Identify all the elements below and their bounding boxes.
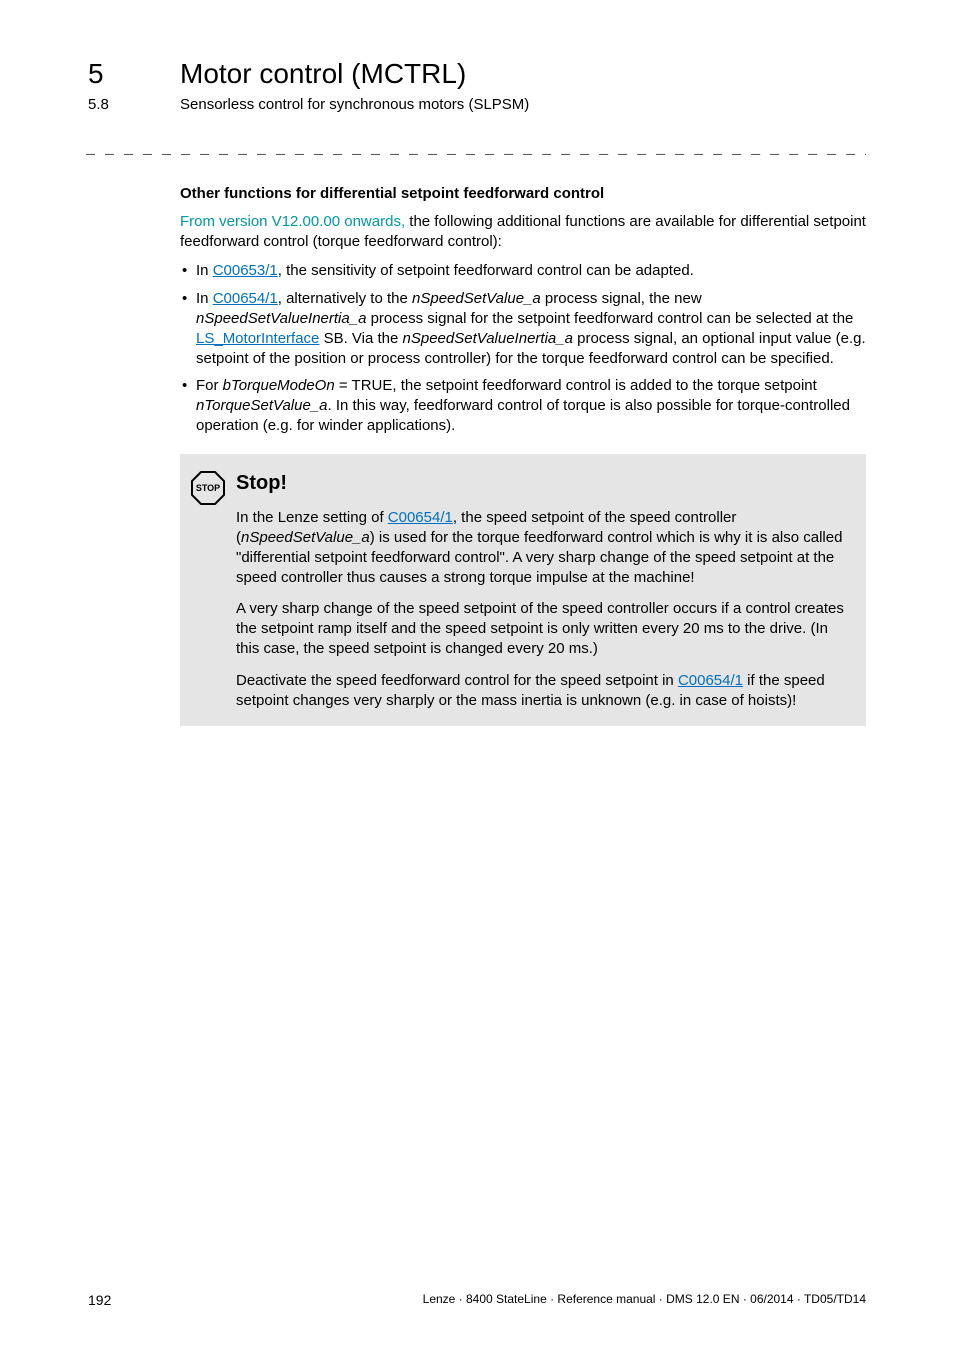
stop-title: Stop! [236,470,850,496]
separator-dashes: _ _ _ _ _ _ _ _ _ _ _ _ _ _ _ _ _ _ _ _ … [86,141,866,158]
version-note: From version V12.00.00 onwards, [180,213,405,230]
section-title: Sensorless control for synchronous motor… [180,96,529,113]
stop-icon-label: STOP [196,483,220,493]
stop-paragraph: Deactivate the speed feedforward control… [236,671,850,711]
page-number: 192 [88,1292,111,1308]
chapter-title: Motor control (MCTRL) [180,58,466,90]
chapter-number: 5 [88,58,180,90]
intro-paragraph: From version V12.00.00 onwards, the foll… [180,212,866,252]
stop-callout: STOP Stop! In the Lenze setting of C0065… [180,454,866,727]
bullet-item: For bTorqueModeOn = TRUE, the setpoint f… [180,376,866,435]
bullet-item: In C00653/1, the sensitivity of setpoint… [180,261,866,281]
footer-meta: Lenze · 8400 StateLine · Reference manua… [423,1292,866,1308]
section-number: 5.8 [88,96,180,113]
stop-icon: STOP [190,470,226,506]
bullet-item: In C00654/1, alternatively to the nSpeed… [180,289,866,368]
sb-link[interactable]: LS_MotorInterface [196,330,319,347]
stop-paragraph: A very sharp change of the speed setpoin… [236,599,850,658]
code-link[interactable]: C00653/1 [213,262,278,279]
code-link[interactable]: C00654/1 [388,509,453,526]
subheading: Other functions for differential setpoin… [180,184,866,204]
code-link[interactable]: C00654/1 [678,672,743,689]
bullet-list: In C00653/1, the sensitivity of setpoint… [180,261,866,435]
page-footer: 192 Lenze · 8400 StateLine · Reference m… [88,1292,866,1308]
code-link[interactable]: C00654/1 [213,290,278,307]
stop-paragraph: In the Lenze setting of C00654/1, the sp… [236,508,850,587]
